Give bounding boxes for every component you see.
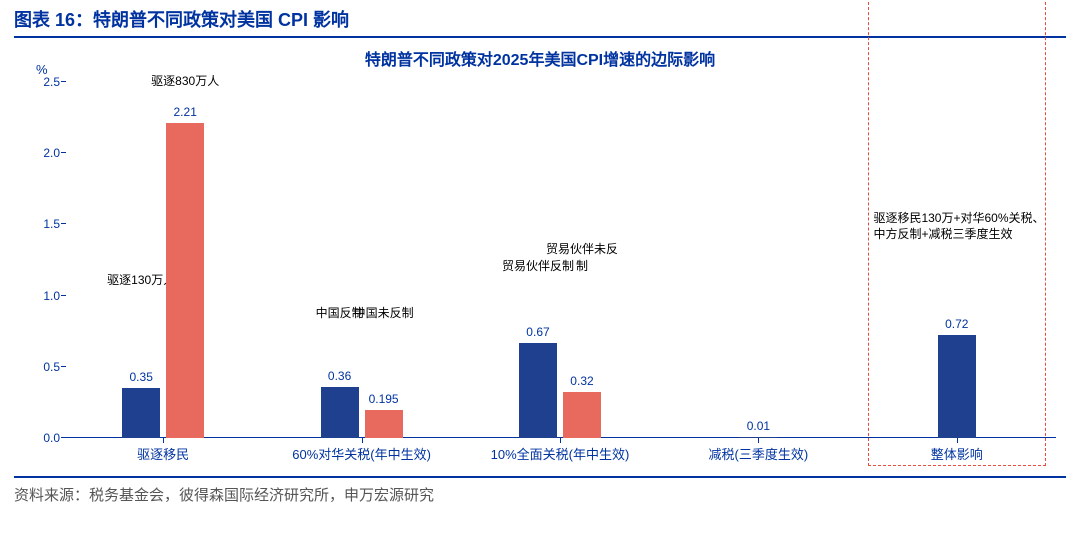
bar-annotation: 驱逐830万人 [151, 72, 219, 89]
chart-title: 特朗普不同政策对2025年美国CPI增速的边际影响 [14, 46, 1066, 70]
bar: 0.32 [563, 392, 601, 438]
bar: 0.195 [365, 410, 403, 438]
bar-value-label: 0.72 [945, 317, 968, 331]
bar-annotation: 驱逐130万人 [107, 271, 175, 288]
bar-value-label: 0.67 [526, 325, 549, 339]
bar-value-label: 2.21 [174, 105, 197, 119]
bar-value-label: 0.36 [328, 369, 351, 383]
bar: 0.35 [122, 388, 160, 438]
x-tick [362, 438, 363, 443]
x-tick [758, 438, 759, 443]
figure-title: 图表 16：特朗普不同政策对美国 CPI 影响 [0, 0, 1080, 36]
bottom-rule [14, 476, 1066, 478]
category-label: 驱逐移民 [137, 444, 189, 463]
bar-annotation: 贸易伙伴未反 制 [546, 240, 618, 274]
bar: 2.21 [166, 123, 204, 438]
bar-value-label: 0.32 [570, 374, 593, 388]
category-label: 整体影响 [931, 444, 983, 463]
bar-value-label: 0.35 [130, 370, 153, 384]
y-tick-label: 2.0 [24, 146, 60, 160]
y-tick-label: 0.5 [24, 360, 60, 374]
bar-group: 60%对华关税(年中生效)0.36中国反制0.195中国未反制 [262, 82, 460, 438]
bar-group: 整体影响0.72驱逐移民130万+对华60%关税、 中方反制+减税三季度生效 [858, 82, 1056, 438]
y-tick-label: 1.0 [24, 289, 60, 303]
figure-label: 图表 16： [14, 10, 93, 30]
y-tick-label: 0.0 [24, 431, 60, 445]
bar: 0.67 [519, 343, 557, 438]
title-rule [14, 36, 1066, 38]
x-tick [560, 438, 561, 443]
plot-region: 0.00.51.01.52.02.5驱逐移民0.35驱逐130万人2.21驱逐8… [64, 82, 1056, 438]
source-label: 资料来源： [14, 487, 89, 504]
chart-area: 特朗普不同政策对2025年美国CPI增速的边际影响 % 0.00.51.01.5… [14, 42, 1066, 472]
source-line: 资料来源：税务基金会，彼得森国际经济研究所，申万宏源研究 [0, 482, 1080, 511]
y-tick-label: 1.5 [24, 217, 60, 231]
x-tick [957, 438, 958, 443]
bar-group: 驱逐移民0.35驱逐130万人2.21驱逐830万人 [64, 82, 262, 438]
bar-value-label: 0.01 [747, 419, 770, 433]
category-label: 60%对华关税(年中生效) [292, 444, 431, 463]
bar-group: 减税(三季度生效)0.01 [659, 82, 857, 438]
category-label: 减税(三季度生效) [709, 444, 809, 463]
bar-group: 10%全面关税(年中生效)0.67贸易伙伴反制0.32贸易伙伴未反 制 [461, 82, 659, 438]
highlight-annotation: 驱逐移民130万+对华60%关税、 中方反制+减税三季度生效 [873, 210, 1044, 242]
bar-value-label: 0.195 [369, 392, 399, 406]
bar: 0.01 [739, 437, 777, 438]
bar: 0.36 [321, 387, 359, 438]
category-label: 10%全面关税(年中生效) [491, 444, 630, 463]
y-tick-label: 2.5 [24, 75, 60, 89]
bar-annotation: 中国未反制 [354, 304, 414, 321]
x-tick [163, 438, 164, 443]
source-text: 税务基金会，彼得森国际经济研究所，申万宏源研究 [89, 487, 434, 504]
bar: 0.72 [938, 335, 976, 438]
figure-title-text: 特朗普不同政策对美国 CPI 影响 [93, 10, 349, 30]
